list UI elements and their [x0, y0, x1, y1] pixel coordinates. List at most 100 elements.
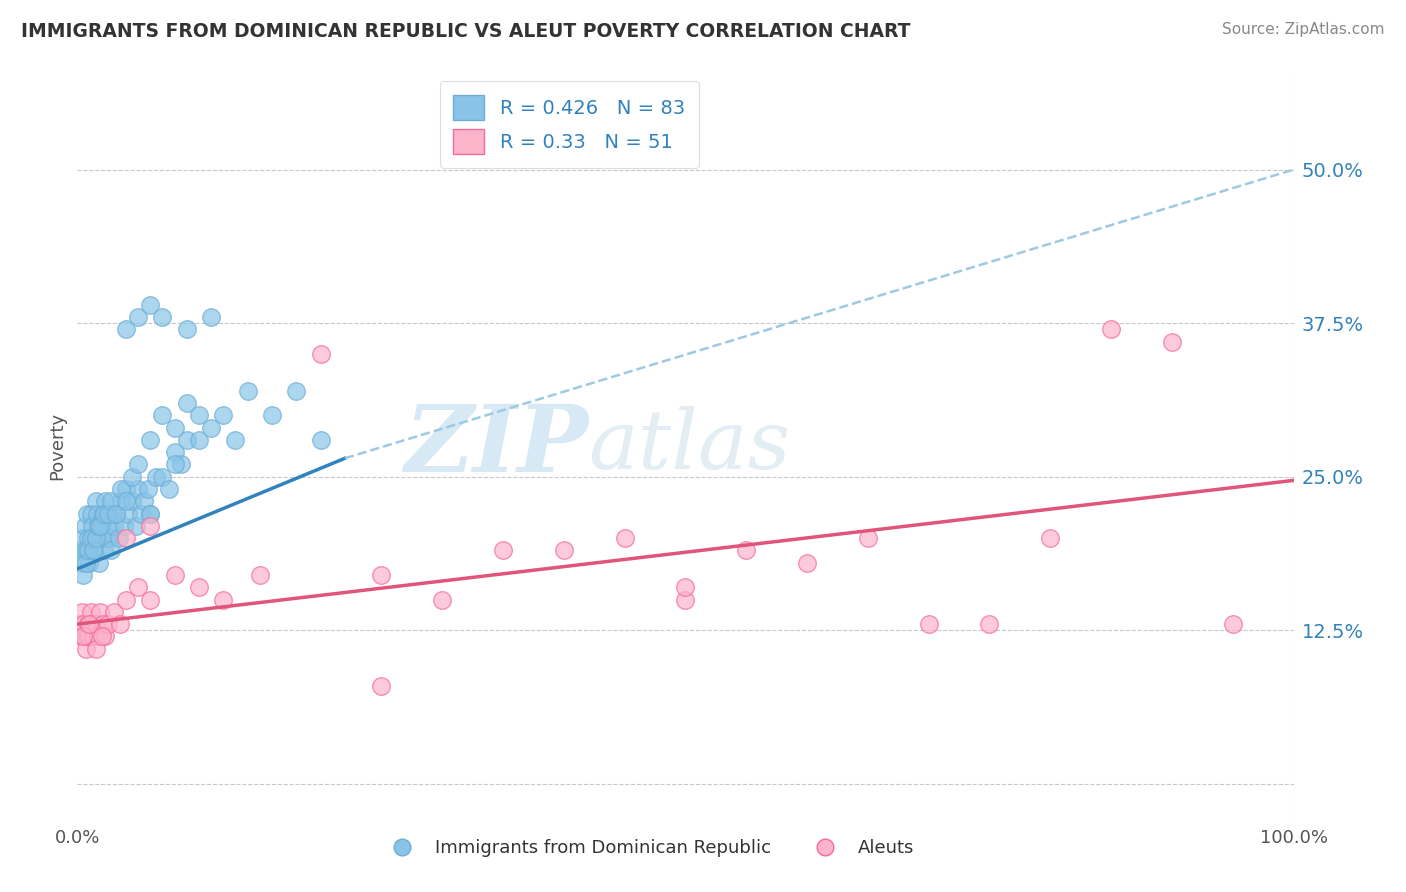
- Point: [285, 384, 308, 398]
- Point: [103, 605, 125, 619]
- Point: [70, 605, 93, 619]
- Point: [129, 507, 152, 521]
- Point: [94, 629, 117, 643]
- Point: [82, 543, 104, 558]
- Point: [82, 531, 104, 545]
- Point: [249, 568, 271, 582]
- Point: [134, 494, 156, 508]
- Point: [212, 592, 235, 607]
- Point: [80, 617, 103, 632]
- Point: [80, 531, 103, 545]
- Point: [979, 617, 1001, 632]
- Point: [84, 494, 107, 508]
- Point: [188, 409, 211, 423]
- Point: [675, 592, 697, 607]
- Point: [125, 519, 148, 533]
- Point: [152, 409, 174, 423]
- Point: [1161, 334, 1184, 349]
- Point: [107, 531, 129, 545]
- Point: [91, 617, 114, 632]
- Point: [93, 507, 115, 521]
- Point: [157, 482, 180, 496]
- Text: atlas: atlas: [588, 406, 790, 486]
- Point: [856, 531, 879, 545]
- Point: [79, 629, 101, 643]
- Point: [97, 507, 120, 521]
- Point: [553, 543, 575, 558]
- Point: [309, 433, 332, 447]
- Point: [115, 482, 138, 496]
- Point: [309, 347, 332, 361]
- Point: [97, 507, 120, 521]
- Point: [675, 580, 697, 594]
- Point: [89, 519, 111, 533]
- Point: [613, 531, 636, 545]
- Point: [139, 433, 162, 447]
- Point: [430, 592, 453, 607]
- Point: [152, 310, 174, 324]
- Point: [105, 507, 128, 521]
- Point: [80, 507, 103, 521]
- Point: [103, 519, 125, 533]
- Point: [188, 433, 211, 447]
- Point: [370, 568, 392, 582]
- Point: [115, 494, 138, 508]
- Point: [72, 629, 94, 643]
- Point: [100, 543, 122, 558]
- Point: [97, 519, 120, 533]
- Point: [139, 507, 162, 521]
- Point: [73, 519, 96, 533]
- Point: [72, 568, 94, 582]
- Point: [110, 494, 132, 508]
- Point: [87, 519, 110, 533]
- Point: [87, 519, 110, 533]
- Point: [236, 384, 259, 398]
- Point: [139, 592, 162, 607]
- Point: [200, 310, 222, 324]
- Point: [127, 580, 149, 594]
- Point: [176, 433, 198, 447]
- Point: [70, 629, 93, 643]
- Point: [139, 519, 162, 533]
- Point: [84, 617, 107, 632]
- Text: IMMIGRANTS FROM DOMINICAN REPUBLIC VS ALEUT POVERTY CORRELATION CHART: IMMIGRANTS FROM DOMINICAN REPUBLIC VS AL…: [21, 22, 911, 41]
- Point: [80, 519, 103, 533]
- Point: [89, 531, 111, 545]
- Point: [492, 543, 515, 558]
- Y-axis label: Poverty: Poverty: [48, 412, 66, 480]
- Point: [69, 617, 91, 632]
- Point: [91, 507, 114, 521]
- Point: [77, 617, 100, 632]
- Point: [152, 469, 174, 483]
- Point: [200, 420, 222, 434]
- Point: [75, 543, 97, 558]
- Point: [121, 469, 143, 483]
- Point: [139, 507, 162, 521]
- Point: [94, 494, 117, 508]
- Point: [75, 556, 97, 570]
- Point: [112, 519, 135, 533]
- Point: [145, 469, 167, 483]
- Point: [86, 507, 108, 521]
- Point: [75, 641, 97, 656]
- Point: [115, 531, 138, 545]
- Point: [163, 458, 186, 472]
- Point: [1222, 617, 1244, 632]
- Point: [72, 617, 94, 632]
- Point: [84, 641, 107, 656]
- Point: [89, 605, 111, 619]
- Point: [735, 543, 758, 558]
- Point: [84, 531, 107, 545]
- Point: [121, 494, 143, 508]
- Point: [76, 629, 98, 643]
- Point: [79, 556, 101, 570]
- Text: ZIP: ZIP: [404, 401, 588, 491]
- Point: [82, 629, 104, 643]
- Point: [796, 556, 818, 570]
- Point: [87, 629, 110, 643]
- Point: [115, 322, 138, 336]
- Point: [93, 543, 115, 558]
- Point: [97, 617, 120, 632]
- Point: [98, 531, 121, 545]
- Point: [73, 629, 96, 643]
